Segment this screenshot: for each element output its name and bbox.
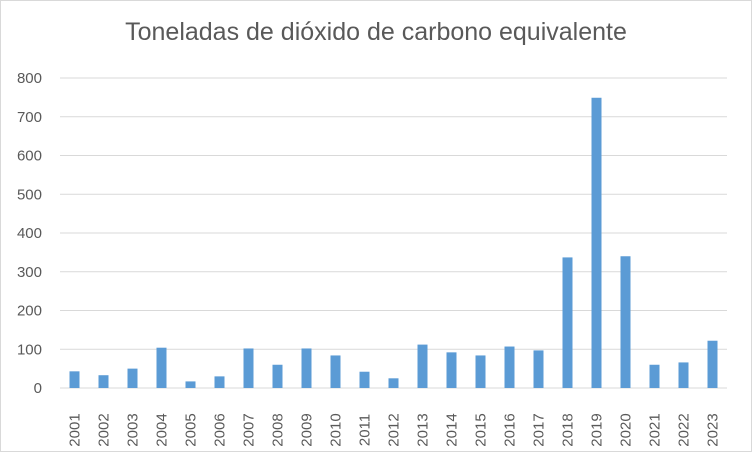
bar-2012	[388, 378, 399, 388]
x-tick-label-2002: 2002	[96, 413, 113, 446]
y-tick-label-500: 500	[17, 186, 42, 203]
x-tick-label-2014: 2014	[444, 413, 461, 446]
bar-2017	[533, 350, 544, 388]
bar-2009	[301, 348, 312, 388]
bar-2008	[272, 364, 283, 388]
bar-2021	[649, 364, 660, 388]
bar-2011	[359, 371, 370, 388]
y-tick-label-400: 400	[17, 225, 42, 242]
bar-2019	[591, 97, 602, 388]
bar-2014	[446, 352, 457, 388]
bar-2015	[475, 355, 486, 388]
x-tick-label-2003: 2003	[125, 413, 142, 446]
bar-2016	[504, 346, 515, 388]
y-tick-label-100: 100	[17, 341, 42, 358]
chart-title: Toneladas de dióxido de carbono equivale…	[125, 18, 627, 46]
x-tick-label-2001: 2001	[67, 413, 84, 446]
x-tick-label-2004: 2004	[154, 413, 171, 446]
bar-2022	[678, 362, 689, 388]
x-tick-label-2005: 2005	[183, 413, 200, 446]
bar-2003	[127, 368, 138, 388]
x-tick-label-2023: 2023	[705, 413, 722, 446]
bar-2006	[214, 376, 225, 388]
bar-2005	[185, 381, 196, 388]
y-tick-label-700: 700	[17, 109, 42, 126]
y-tick-label-800: 800	[17, 70, 42, 87]
x-tick-label-2006: 2006	[212, 413, 229, 446]
x-tick-label-2022: 2022	[676, 413, 693, 446]
y-tick-label-300: 300	[17, 264, 42, 281]
bar-2020	[620, 256, 631, 388]
x-tick-label-2013: 2013	[415, 413, 432, 446]
y-tick-label-200: 200	[17, 303, 42, 320]
x-tick-label-2011: 2011	[357, 414, 374, 446]
bar-2010	[330, 355, 341, 388]
bar-2004	[156, 347, 167, 388]
x-tick-label-2018: 2018	[560, 413, 577, 446]
bar-2013	[417, 344, 428, 388]
x-tick-label-2019: 2019	[589, 413, 606, 446]
x-tick-label-2020: 2020	[618, 413, 635, 446]
bar-2018	[562, 257, 573, 388]
bar-2001	[69, 371, 80, 388]
x-tick-label-2017: 2017	[531, 413, 548, 446]
x-tick-label-2012: 2012	[386, 413, 403, 446]
y-tick-label-0: 0	[34, 380, 42, 397]
bar-2023	[707, 340, 718, 388]
x-tick-label-2008: 2008	[270, 413, 287, 446]
y-tick-label-600: 600	[17, 148, 42, 165]
x-tick-label-2021: 2021	[647, 413, 664, 446]
bar-2002	[98, 375, 109, 388]
x-tick-label-2010: 2010	[328, 413, 345, 446]
bar-2007	[243, 348, 254, 388]
x-tick-label-2007: 2007	[241, 413, 258, 446]
x-tick-label-2016: 2016	[502, 413, 519, 446]
x-tick-label-2009: 2009	[299, 413, 316, 446]
x-tick-label-2015: 2015	[473, 413, 490, 446]
